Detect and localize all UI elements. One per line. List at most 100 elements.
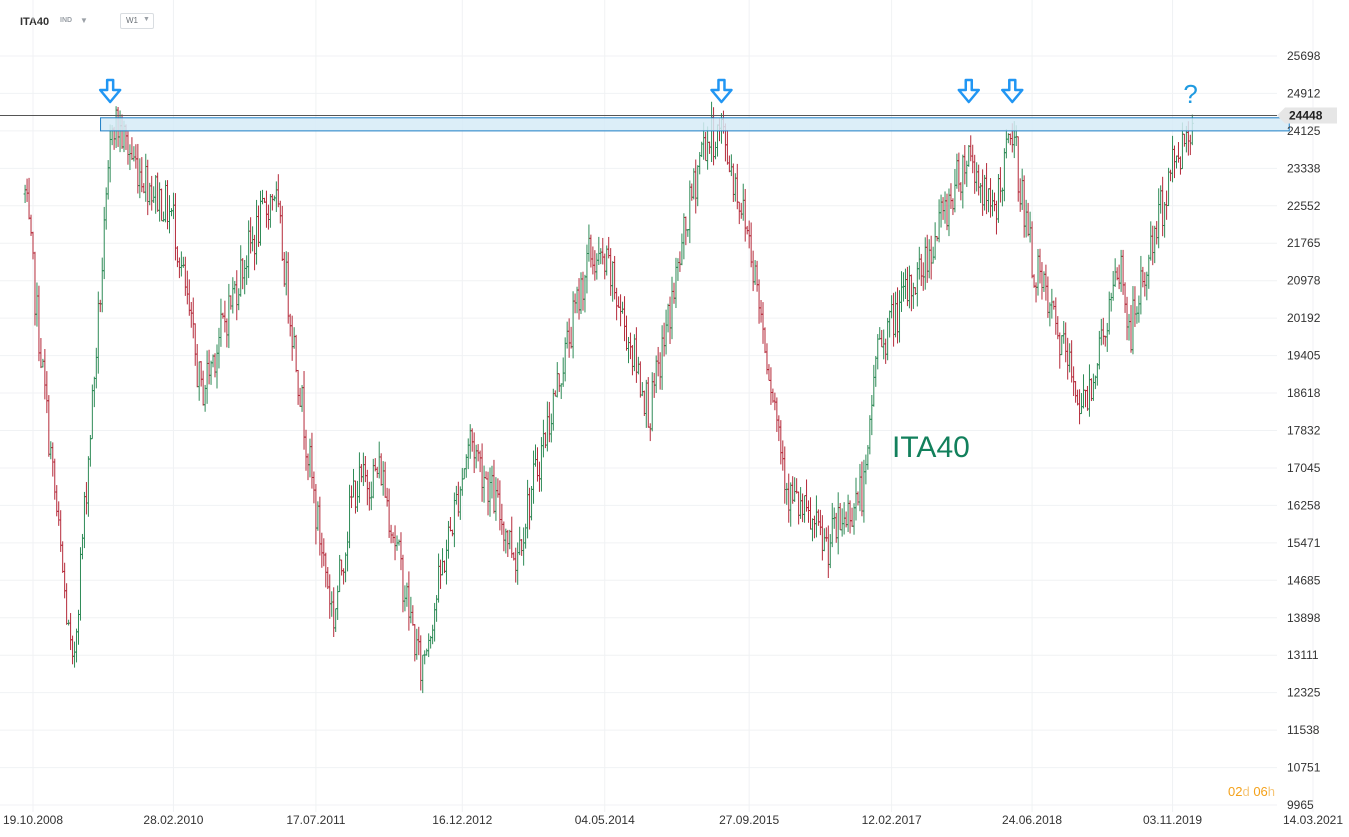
ohlc-bar [692,168,696,200]
ohlc-bar [310,432,314,489]
ohlc-bar [138,158,142,199]
ohlc-bar [326,567,330,590]
symbol-name[interactable]: ITA40 [20,16,50,28]
ohlc-bar [704,131,708,162]
ohlc-bar [1143,272,1147,297]
ohlc-bar [682,213,686,260]
ohlc-bar [411,605,415,626]
ohlc-bar [917,246,921,280]
chart-title: ITA40 [892,431,970,464]
ohlc-bar [1099,318,1103,346]
countdown-hours: 06 [1253,784,1268,799]
ohlc-bar [1167,167,1171,207]
ohlc-bar [1171,135,1175,183]
ohlc-bar [1060,335,1064,356]
ohlc-bar [458,486,462,520]
ohlc-bar [672,282,676,304]
ohlc-bar [636,356,640,375]
ohlc-bar [193,323,197,366]
ohlc-bar [795,478,799,494]
ohlc-bar [294,334,298,373]
ohlc-bar [619,294,623,327]
ohlc-bar [207,349,211,385]
ohlc-bar [423,650,427,665]
ohlc-bar [975,162,979,192]
ohlc-bar [1111,270,1115,301]
ohlc-bar [965,160,969,187]
ohlc-bar [644,379,648,428]
ohlc-bar [223,300,227,333]
bar-countdown: 02d 06h [1228,784,1275,799]
ohlc-bar [1044,264,1048,301]
ohlc-bar [260,189,264,205]
ohlc-bar [894,291,898,338]
ohlc-bar [850,507,854,527]
ohlc-bar [195,344,199,388]
y-tick-label: 24912 [1287,86,1321,100]
x-tick-label: 03.11.2019 [1143,813,1202,827]
ohlc-bar [648,423,652,442]
ohlc-bar [427,633,431,658]
y-tick-label: 10751 [1287,761,1321,775]
ohlc-bar [237,288,241,311]
timeframe-select[interactable]: W1 ▼ [120,13,154,29]
ohlc-bar [563,337,567,382]
ohlc-bar [504,528,508,554]
ohlc-bar [199,361,203,387]
ohlc-bar [977,164,981,196]
ohlc-bar [474,444,478,469]
ohlc-bar [1159,185,1163,214]
ohlc-bar [65,583,69,625]
ohlc-bar [466,438,470,470]
ohlc-bar [1121,249,1125,295]
x-tick-label: 12.02.2017 [862,813,922,827]
ohlc-bar [197,361,201,401]
ohlc-bar [508,529,512,550]
ohlc-bar [514,547,518,583]
ohlc-bar [23,184,27,204]
y-tick-label: 23338 [1287,161,1321,175]
ohlc-bar [747,220,751,249]
ohlc-bar [39,338,43,369]
ohlc-bar [741,183,745,221]
ohlc-bar [973,154,977,194]
ohlc-bar [818,509,822,536]
y-tick-label: 20978 [1287,274,1321,288]
ohlc-bar [209,360,213,385]
ohlc-bar [304,429,308,471]
ohlc-bar [1109,292,1113,312]
ohlc-bar [439,559,443,589]
y-tick-label: 12325 [1287,686,1321,700]
ohlc-bar [589,234,593,268]
x-tick-label: 27.09.2015 [719,813,779,827]
ohlc-bar [638,361,642,398]
ohlc-bar [555,362,559,398]
ohlc-bar [92,376,96,408]
ohlc-bar [810,518,814,542]
countdown-days-unit: d [1242,784,1250,799]
ohlc-bar [1145,271,1149,301]
x-tick-label: 24.06.2018 [1002,813,1062,827]
ohlc-bar [658,352,662,390]
ohlc-bar [870,395,874,436]
ohlc-bar [757,279,761,324]
current-price-label: 24448 [1289,109,1323,123]
ohlc-bar [996,174,1000,223]
ohlc-bar [769,367,773,405]
x-tick-label: 04.05.2014 [575,813,635,827]
ohlc-bar [1107,291,1111,335]
ohlc-bar [1002,148,1006,202]
y-tick-label: 13898 [1287,611,1321,625]
ohlc-bar [824,527,828,542]
ohlc-bar [385,487,389,507]
ohlc-bar [484,471,488,480]
ohlc-bar [625,315,629,351]
ohlc-bar [35,282,39,327]
ohlc-bar [82,491,86,549]
ohlc-bar [134,144,138,169]
ohlc-bar [73,641,77,668]
chevron-down-icon[interactable]: ▼ [80,16,88,25]
ohlc-bar [239,245,243,297]
ohlc-bar [597,236,601,265]
